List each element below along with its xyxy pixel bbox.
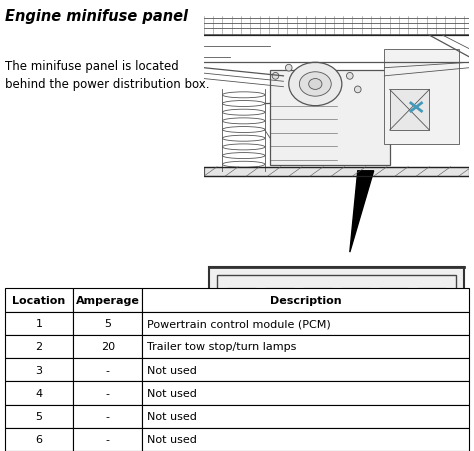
Bar bbox=[5, 358, 73, 382]
Text: Not used: Not used bbox=[147, 434, 197, 444]
Bar bbox=[142, 382, 469, 405]
Bar bbox=[142, 335, 469, 358]
Text: The minifuse panel is located
behind the power distribution box.: The minifuse panel is located behind the… bbox=[5, 60, 209, 91]
Text: 6: 6 bbox=[36, 434, 43, 444]
Bar bbox=[270, 333, 403, 343]
Bar bbox=[227, 288, 256, 325]
Bar bbox=[456, 302, 469, 317]
Polygon shape bbox=[350, 171, 374, 253]
Bar bbox=[264, 288, 294, 325]
Text: 5: 5 bbox=[104, 318, 111, 328]
Bar bbox=[142, 312, 469, 335]
Bar bbox=[142, 405, 469, 428]
Text: Amperage: Amperage bbox=[76, 295, 140, 305]
Text: -: - bbox=[106, 411, 110, 421]
Ellipse shape bbox=[309, 79, 322, 90]
Bar bbox=[303, 288, 332, 325]
Bar bbox=[5, 405, 73, 428]
Bar bbox=[73, 382, 142, 405]
Text: Engine minifuse panel: Engine minifuse panel bbox=[5, 9, 188, 24]
Bar bbox=[267, 290, 292, 323]
Bar bbox=[204, 167, 469, 177]
Bar bbox=[142, 289, 469, 312]
Text: 5: 5 bbox=[391, 307, 396, 316]
Bar bbox=[73, 335, 142, 358]
Ellipse shape bbox=[355, 87, 361, 94]
Bar bbox=[73, 358, 142, 382]
Text: Not used: Not used bbox=[147, 411, 197, 421]
Text: 1: 1 bbox=[239, 307, 244, 316]
Text: 5: 5 bbox=[36, 411, 43, 421]
Bar bbox=[384, 50, 459, 144]
Text: 20: 20 bbox=[101, 342, 115, 352]
Bar bbox=[289, 342, 384, 349]
Text: 3: 3 bbox=[315, 307, 320, 316]
Text: 6: 6 bbox=[429, 307, 434, 316]
Bar bbox=[343, 290, 368, 323]
Text: Not used: Not used bbox=[147, 365, 197, 375]
Text: 4: 4 bbox=[353, 307, 358, 316]
Text: 4: 4 bbox=[36, 388, 43, 398]
Bar bbox=[341, 288, 370, 325]
Ellipse shape bbox=[300, 73, 331, 97]
Bar bbox=[5, 289, 73, 312]
Text: -: - bbox=[106, 365, 110, 375]
Bar bbox=[73, 289, 142, 312]
Bar bbox=[229, 290, 254, 323]
Bar bbox=[5, 312, 73, 335]
Bar bbox=[142, 428, 469, 451]
Text: Not used: Not used bbox=[147, 388, 197, 398]
Text: -: - bbox=[106, 388, 110, 398]
Bar bbox=[209, 267, 464, 336]
Ellipse shape bbox=[272, 73, 279, 80]
Text: Location: Location bbox=[12, 295, 66, 305]
Ellipse shape bbox=[346, 73, 353, 80]
Bar bbox=[305, 290, 330, 323]
Text: 1: 1 bbox=[36, 318, 43, 328]
Bar bbox=[381, 290, 406, 323]
Bar bbox=[73, 405, 142, 428]
Ellipse shape bbox=[285, 65, 292, 72]
Text: Trailer tow stop/turn lamps: Trailer tow stop/turn lamps bbox=[147, 342, 296, 352]
Bar bbox=[270, 71, 390, 166]
Text: Powertrain control module (PCM): Powertrain control module (PCM) bbox=[147, 318, 331, 328]
Bar bbox=[379, 288, 409, 325]
Ellipse shape bbox=[289, 63, 342, 106]
Bar bbox=[217, 276, 456, 333]
Text: 2: 2 bbox=[277, 307, 282, 316]
Bar bbox=[5, 382, 73, 405]
Bar bbox=[73, 428, 142, 451]
Bar bbox=[73, 312, 142, 335]
Text: -: - bbox=[106, 434, 110, 444]
Bar bbox=[204, 302, 217, 317]
Bar bbox=[5, 428, 73, 451]
Text: 2: 2 bbox=[36, 342, 43, 352]
Bar bbox=[142, 358, 469, 382]
Bar bbox=[5, 335, 73, 358]
Bar bbox=[417, 288, 447, 325]
Text: 3: 3 bbox=[36, 365, 43, 375]
Text: Description: Description bbox=[270, 295, 342, 305]
Bar bbox=[419, 290, 444, 323]
Bar bbox=[390, 90, 429, 131]
